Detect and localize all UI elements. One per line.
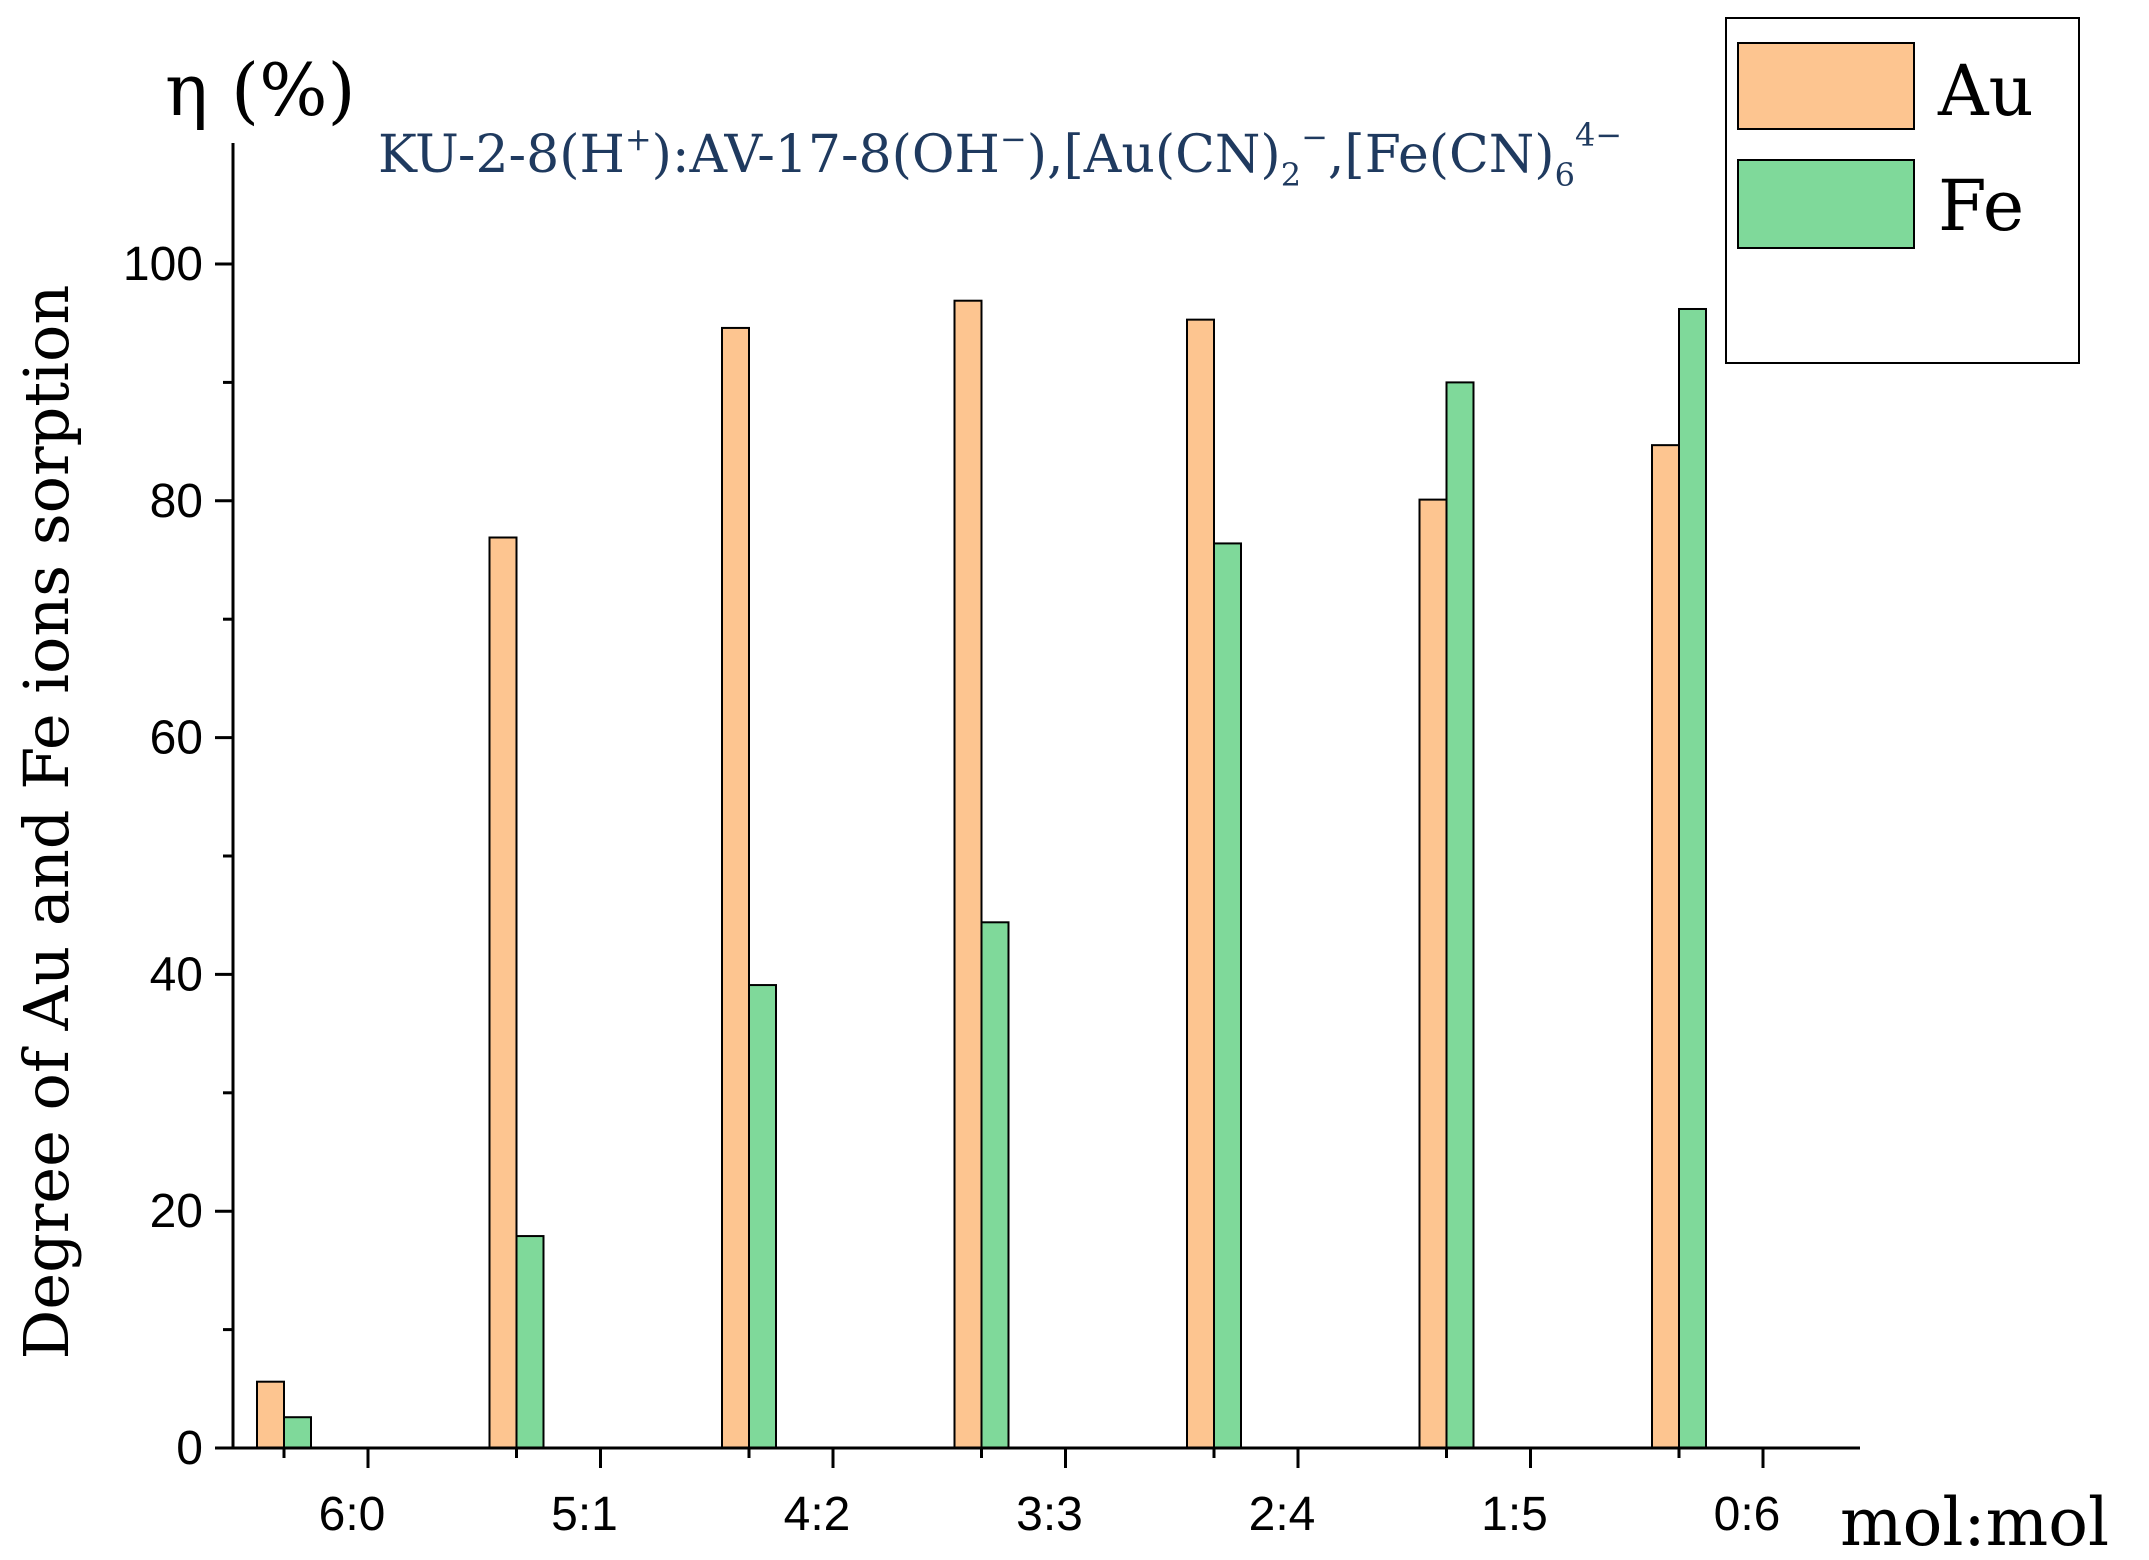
y-tick-label: 100 xyxy=(123,238,203,291)
bar-fe-2-4 xyxy=(1213,542,1242,1449)
legend-label-fe: Fe xyxy=(1938,165,2024,247)
bar-series xyxy=(256,299,1707,1450)
bar-au-3-3 xyxy=(953,299,983,1450)
bar-fe-5-1 xyxy=(515,1235,545,1449)
y-tick-label: 60 xyxy=(150,712,203,765)
x-tick-label: 4:2 xyxy=(784,1488,851,1541)
bar-au-2-4 xyxy=(1186,318,1215,1450)
y-tick-label: 80 xyxy=(150,475,203,528)
bar-fe-3-3 xyxy=(980,921,1010,1449)
bar-fe-1-5 xyxy=(1445,381,1475,1449)
bar-fe-4-2 xyxy=(748,984,777,1450)
legend-label-au: Au xyxy=(1937,50,2034,132)
bar-au-0-6 xyxy=(1651,444,1680,1450)
bar-fe-6-0 xyxy=(283,1416,312,1449)
unit-label: η (%) xyxy=(165,48,356,132)
y-tick-label: 0 xyxy=(176,1422,203,1475)
legend: Au Fe xyxy=(1725,17,2080,364)
bar-au-4-2 xyxy=(721,326,750,1449)
x-tick-label: 2:4 xyxy=(1249,1488,1316,1541)
legend-swatch-au xyxy=(1737,42,1915,130)
y-tick-label: 20 xyxy=(150,1185,203,1238)
bar-au-6-0 xyxy=(256,1380,285,1450)
y-tick-label: 40 xyxy=(150,948,203,1001)
x-tick-label: 6:0 xyxy=(319,1488,386,1541)
x-tick-label: 0:6 xyxy=(1714,1488,1781,1541)
x-tick-label: 3:3 xyxy=(1016,1488,1083,1541)
y-axis-label: Degree of Au and Fe ions sorption xyxy=(10,285,83,1360)
bar-fe-0-6 xyxy=(1678,307,1707,1450)
x-axis-ticks: 6:0 5:1 4:2 3:3 2:4 1:5 0:6 xyxy=(282,1448,1781,1541)
bar-au-1-5 xyxy=(1418,498,1448,1449)
x-axis-label: mol:mol xyxy=(1840,1484,2109,1560)
chart-title: KU-2-8(H+):AV-17-8(OH−),[Au(CN)2−,[Fe(CN… xyxy=(378,116,1622,194)
y-axis-ticks: 0 20 40 60 80 100 xyxy=(123,238,233,1475)
x-tick-label: 1:5 xyxy=(1481,1488,1548,1541)
bar-au-5-1 xyxy=(488,536,518,1449)
x-tick-label: 5:1 xyxy=(551,1488,618,1541)
legend-swatch-fe xyxy=(1737,159,1915,249)
